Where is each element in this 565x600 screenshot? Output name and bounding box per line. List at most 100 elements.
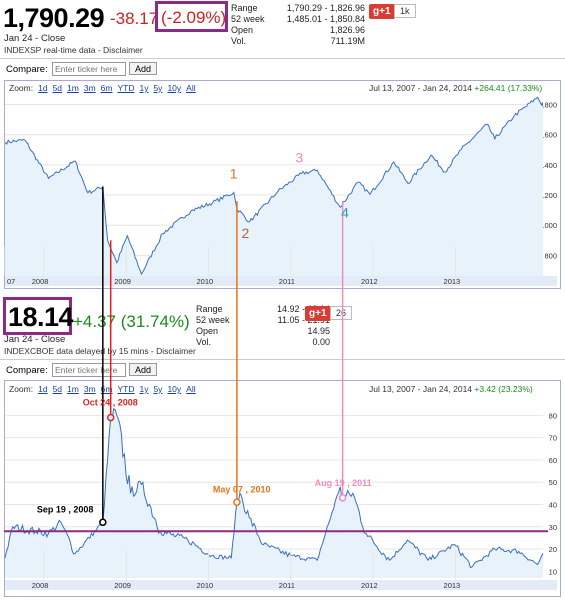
zoom-option-5d[interactable]: 5d bbox=[52, 83, 63, 93]
spx-share-count: 1k bbox=[394, 4, 416, 18]
spx-range-dates: Jul 13, 2007 - Jan 24, 2014 bbox=[369, 83, 473, 93]
zoom-option-6m[interactable]: 6m bbox=[100, 384, 113, 394]
zoom-option-5d[interactable]: 5d bbox=[52, 384, 63, 394]
annotation-overlay: Sep 19 , 2008 Oct 24 , 2008 May 07 , 2010 A… bbox=[4, 149, 548, 533]
vix-price: 18.14 bbox=[8, 302, 74, 332]
zoom-option-1d[interactable]: 1d bbox=[38, 384, 48, 394]
zoom-option-10y[interactable]: 10y bbox=[167, 83, 182, 93]
x-tick-label: 2012 bbox=[361, 277, 378, 286]
zoom-option-3m[interactable]: 3m bbox=[83, 384, 96, 394]
zoom-option-10y[interactable]: 10y bbox=[167, 384, 182, 394]
x-axis-band bbox=[5, 580, 557, 590]
zoom-option-1d[interactable]: 1d bbox=[38, 83, 48, 93]
vix-stat-key: Range bbox=[196, 304, 223, 314]
vix-stat-value: 14.95 bbox=[307, 326, 330, 336]
spx-event-number: 1 bbox=[230, 165, 238, 181]
y-tick-label: 40 bbox=[549, 500, 557, 509]
spx-range-info: Jul 13, 2007 - Jan 24, 2014 +264.41 (17.… bbox=[369, 83, 542, 93]
zoom-option-1m[interactable]: 1m bbox=[67, 384, 79, 394]
vix-compare-bar: Compare: Add bbox=[0, 359, 565, 380]
spx-add-button[interactable]: Add bbox=[129, 62, 158, 75]
y-tick-label: 1200 bbox=[540, 191, 557, 200]
event-marker bbox=[106, 413, 115, 422]
zoom-label-2: Zoom: bbox=[9, 384, 34, 394]
x-tick-label: 2011 bbox=[279, 277, 295, 286]
y-tick-label: 1000 bbox=[540, 221, 557, 230]
y-tick-label: 1400 bbox=[540, 161, 557, 170]
zoom-option-5y[interactable]: 5y bbox=[153, 83, 163, 93]
spx-ticker-input[interactable] bbox=[52, 62, 126, 76]
spx-source[interactable]: INDEXSP real-time data - Disclaimer bbox=[4, 45, 143, 55]
vix-stat-value: 11.05 - 21.91 bbox=[277, 315, 330, 325]
spx-change-pct: (-2.09%) bbox=[161, 8, 227, 27]
y-tick-label: 30 bbox=[549, 523, 557, 532]
y-tick-label: 1600 bbox=[540, 131, 557, 140]
spx-stat-row: Open 1,826.96 bbox=[231, 25, 365, 36]
spx-stat-row: 52 week 1,485.01 - 1,850.84 bbox=[231, 14, 365, 25]
spx-event-number: 3 bbox=[295, 149, 303, 165]
spx-stat-row: Range 1,790.29 - 1,826.96 bbox=[231, 3, 365, 14]
series-area bbox=[5, 408, 543, 578]
event-marker bbox=[233, 498, 241, 507]
spx-date: Jan 24 - Close bbox=[4, 33, 66, 44]
x-tick-label: 2010 bbox=[197, 581, 214, 590]
y-tick-label: 20 bbox=[549, 545, 557, 554]
spx-stat-row: Vol. 711.19M bbox=[231, 36, 365, 47]
vix-stat-key: Vol. bbox=[196, 337, 212, 347]
vix-source[interactable]: INDEXCBOE data delayed by 15 mins - Disc… bbox=[4, 346, 196, 356]
vix-stat-value: 14.92 - 18.14 bbox=[276, 304, 330, 314]
spx-stat-value: 1,790.29 - 1,826.96 bbox=[286, 3, 365, 13]
event-label: Oct 24 , 2008 bbox=[83, 398, 138, 408]
spx-stat-key: 52 week bbox=[231, 14, 265, 24]
vix-add-button[interactable]: Add bbox=[129, 363, 158, 376]
vix-stat-row: Open 14.95 bbox=[196, 326, 330, 337]
zoom-option-5y[interactable]: 5y bbox=[153, 384, 163, 394]
y-tick-label: 50 bbox=[549, 478, 557, 487]
zoom-option-1m[interactable]: 1m bbox=[67, 83, 79, 93]
spx-price: 1,790.29 bbox=[3, 3, 105, 33]
series-line bbox=[4, 96, 544, 276]
vix-gplus-button[interactable]: g+1 bbox=[305, 306, 331, 321]
spx-event-number: 4 bbox=[341, 204, 349, 220]
series-area bbox=[5, 97, 543, 278]
y-tick-label: 800 bbox=[544, 251, 557, 260]
compare-label-2: Compare: bbox=[6, 365, 48, 376]
y-tick-label: 1800 bbox=[540, 101, 557, 110]
zoom-option-1y[interactable]: 1y bbox=[139, 83, 149, 93]
spx-zoom-row: Zoom: 1d 5d 1m 3m 6m YTD 1y 5y 10y All bbox=[9, 83, 196, 93]
x-tick-label: 2008 bbox=[32, 277, 49, 286]
spx-gplus-button[interactable]: g+1 bbox=[369, 4, 395, 19]
event-label: May 07 , 2010 bbox=[213, 484, 271, 494]
zoom-option-3m[interactable]: 3m bbox=[83, 83, 96, 93]
vix-stat-row: Range 14.92 - 18.14 bbox=[196, 304, 330, 315]
vix-stat-value: 0.00 bbox=[312, 337, 330, 347]
spx-chart: 800 1000 1200 1400 1600 1800 07 2008 2009 2010 201… bbox=[4, 96, 557, 286]
x-tick-label: 2013 bbox=[444, 581, 461, 590]
compare-label: Compare: bbox=[6, 64, 48, 75]
event-label: Sep 19 , 2008 bbox=[37, 504, 94, 514]
x-tick-label: 2011 bbox=[279, 581, 295, 590]
zoom-option-1y[interactable]: 1y bbox=[139, 384, 149, 394]
vix-stat-row: 52 week 11.05 - 21.91 bbox=[196, 315, 330, 326]
vix-ticker-input[interactable] bbox=[52, 363, 126, 377]
vix-chart: 10 20 30 40 50 60 70 80 2008 2009 2010 2011 2012 2013 bbox=[4, 407, 557, 590]
x-tick-label: 07 bbox=[7, 277, 15, 286]
event-marker bbox=[99, 518, 107, 527]
zoom-option-ytd[interactable]: YTD bbox=[117, 384, 135, 394]
spx-change-pct-box: (-2.09%) bbox=[155, 1, 228, 32]
zoom-option-all[interactable]: All bbox=[186, 384, 196, 394]
spx-stat-value: 711.19M bbox=[330, 36, 365, 46]
y-tick-label: 60 bbox=[549, 456, 557, 465]
vix-range-dates: Jul 13, 2007 - Jan 24, 2014 bbox=[369, 384, 473, 394]
x-tick-label: 2010 bbox=[197, 277, 214, 286]
x-tick-label: 2009 bbox=[114, 581, 131, 590]
spx-change: -38.17 bbox=[110, 9, 159, 28]
zoom-option-ytd[interactable]: YTD bbox=[117, 83, 135, 93]
vix-stats: Range 14.92 - 18.14 52 week 11.05 - 21.91 Op… bbox=[196, 304, 330, 348]
zoom-option-all[interactable]: All bbox=[186, 83, 196, 93]
y-tick-label: 70 bbox=[549, 434, 557, 443]
spx-stat-key: Vol. bbox=[231, 36, 247, 46]
spx-stat-key: Range bbox=[231, 3, 258, 13]
zoom-option-6m[interactable]: 6m bbox=[100, 83, 113, 93]
